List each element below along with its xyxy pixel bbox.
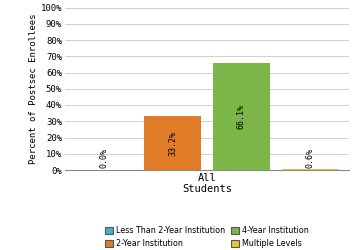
Bar: [213, 62, 270, 170]
Text: 0.0%: 0.0%: [99, 148, 108, 168]
Y-axis label: Percent of Postsec Enrollees: Percent of Postsec Enrollees: [29, 14, 38, 164]
Text: 66.1%: 66.1%: [237, 104, 246, 129]
Bar: [282, 169, 338, 170]
Text: 33.2%: 33.2%: [168, 130, 177, 156]
Bar: [144, 116, 201, 170]
Legend: Less Than 2-Year Institution, 2-Year Institution, 4-Year Institution, Multiple L: Less Than 2-Year Institution, 2-Year Ins…: [105, 226, 309, 248]
Text: 0.6%: 0.6%: [306, 148, 315, 168]
